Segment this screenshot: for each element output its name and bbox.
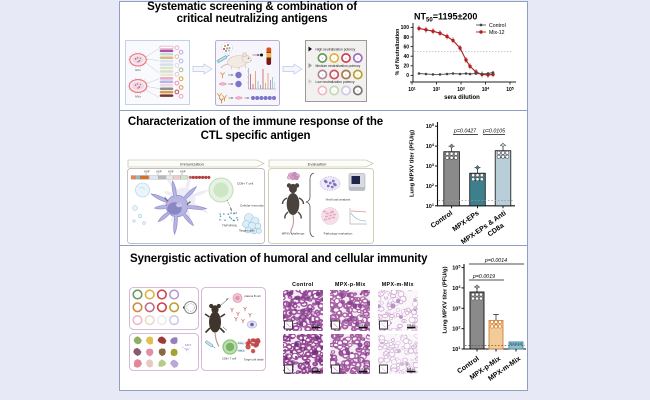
- svg-text:Medium neutralization potency: Medium neutralization potency: [316, 64, 361, 68]
- svg-text:100 µm: 100 µm: [312, 367, 320, 370]
- svg-text:101: 101: [408, 87, 416, 94]
- svg-text:ASP: ASP: [180, 170, 186, 174]
- svg-text:ASP: ASP: [168, 170, 174, 174]
- svg-text:105: 105: [426, 123, 434, 130]
- svg-text:s: s: [357, 90, 359, 93]
- svg-text:103: 103: [452, 305, 460, 312]
- svg-text:105: 105: [452, 265, 460, 272]
- svg-text:s: s: [322, 90, 324, 93]
- svg-text:s: s: [322, 74, 324, 77]
- svg-text:EVs: EVs: [135, 68, 141, 72]
- svg-text:ASP: ASP: [156, 170, 162, 174]
- svg-text:103: 103: [457, 87, 465, 94]
- svg-text:80: 80: [403, 35, 409, 41]
- svg-text:s: s: [322, 57, 324, 60]
- svg-text:Lung MPXV titer (PFU/g): Lung MPXV titer (PFU/g): [443, 266, 449, 333]
- svg-text:s: s: [345, 57, 347, 60]
- svg-text:mix: mix: [185, 347, 190, 351]
- svg-text:100 µm: 100 µm: [312, 324, 320, 327]
- svg-text:CD8+ T cell: CD8+ T cell: [222, 357, 236, 361]
- svg-text:p=0.0105: p=0.0105: [482, 129, 505, 135]
- svg-text:plasma B cell: plasma B cell: [245, 294, 261, 298]
- svg-text:Cellular immunity: Cellular immunity: [240, 204, 264, 208]
- svg-text:s: s: [357, 57, 359, 60]
- svg-text:Mix-12: Mix-12: [489, 30, 505, 36]
- svg-text:Evaluation: Evaluation: [308, 161, 327, 166]
- svg-text:% of Neutralization: % of Neutralization: [395, 29, 401, 76]
- svg-text:s: s: [345, 90, 347, 93]
- svg-text:Pathology evaluation: Pathology evaluation: [324, 232, 353, 236]
- svg-text:sera dilution: sera dilution: [444, 95, 480, 101]
- svg-text:s: s: [334, 90, 336, 93]
- svg-text:104: 104: [426, 143, 435, 150]
- svg-text:102: 102: [433, 87, 441, 94]
- svg-text:Viral load analysis: Viral load analysis: [326, 198, 351, 202]
- svg-text:Lung MPXV titer (PFU/g): Lung MPXV titer (PFU/g): [410, 130, 416, 197]
- svg-text:103: 103: [426, 163, 434, 170]
- svg-text:101: 101: [452, 346, 460, 353]
- svg-text:100 µm: 100 µm: [360, 324, 368, 327]
- svg-text:102: 102: [452, 326, 460, 333]
- svg-text:Control: Control: [430, 210, 454, 230]
- svg-text:NT50=1195±200: NT50=1195±200: [414, 12, 477, 24]
- svg-text:TNF-α: TNF-α: [238, 351, 245, 353]
- svg-text:100: 100: [401, 25, 410, 31]
- svg-text:ASP: ASP: [144, 170, 150, 174]
- svg-text:20: 20: [403, 64, 409, 70]
- svg-text:Control: Control: [489, 23, 506, 29]
- svg-text:s: s: [357, 74, 359, 77]
- svg-text:p=0.0019: p=0.0019: [472, 274, 495, 280]
- svg-text:0: 0: [406, 73, 409, 79]
- svg-text:102: 102: [426, 183, 434, 190]
- svg-text:104: 104: [452, 285, 461, 292]
- svg-text:p=0.0427: p=0.0427: [453, 129, 477, 135]
- svg-text:Target cells: Target cells: [239, 229, 255, 233]
- svg-text:Low neutralization potency: Low neutralization potency: [316, 80, 355, 84]
- svg-text:100 µm: 100 µm: [407, 324, 415, 327]
- svg-text:100 µm: 100 µm: [360, 367, 368, 370]
- svg-text:60: 60: [403, 44, 409, 50]
- svg-text:104: 104: [482, 87, 490, 94]
- svg-text:Immunization: Immunization: [180, 161, 204, 166]
- svg-text:CD8+ T cell: CD8+ T cell: [237, 182, 253, 186]
- svg-text:MVs: MVs: [135, 95, 141, 99]
- svg-text:High neutralization potency: High neutralization potency: [316, 47, 356, 51]
- svg-text:TNF/IFN/IL: TNF/IFN/IL: [222, 224, 238, 228]
- svg-text:s: s: [334, 57, 336, 60]
- svg-text:40: 40: [403, 54, 409, 60]
- svg-text:101: 101: [426, 203, 434, 210]
- svg-text:p=0.0014: p=0.0014: [484, 258, 507, 264]
- svg-text:s: s: [345, 74, 347, 77]
- svg-text:100 µm: 100 µm: [407, 367, 415, 370]
- svg-text:105: 105: [506, 87, 514, 94]
- svg-text:MPX: MPX: [185, 343, 192, 347]
- svg-text:s: s: [334, 74, 336, 77]
- svg-text:Target cell death: Target cell death: [244, 358, 264, 362]
- svg-text:IFN-γ: IFN-γ: [238, 343, 244, 345]
- svg-text:MPXV challenge: MPXV challenge: [282, 232, 305, 236]
